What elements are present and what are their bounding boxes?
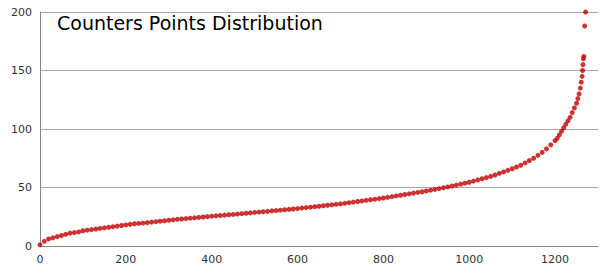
svg-text:150: 150 <box>11 64 32 77</box>
svg-text:100: 100 <box>11 123 32 136</box>
svg-text:400: 400 <box>201 253 222 266</box>
svg-text:200: 200 <box>11 6 32 19</box>
svg-text:1000: 1000 <box>455 253 483 266</box>
svg-text:200: 200 <box>115 253 136 266</box>
svg-text:0: 0 <box>37 253 44 266</box>
svg-text:1200: 1200 <box>541 253 569 266</box>
svg-text:Counters Points Distribution: Counters Points Distribution <box>57 12 323 34</box>
svg-text:600: 600 <box>287 253 308 266</box>
svg-text:50: 50 <box>18 181 32 194</box>
svg-text:800: 800 <box>373 253 394 266</box>
svg-text:0: 0 <box>25 240 32 253</box>
